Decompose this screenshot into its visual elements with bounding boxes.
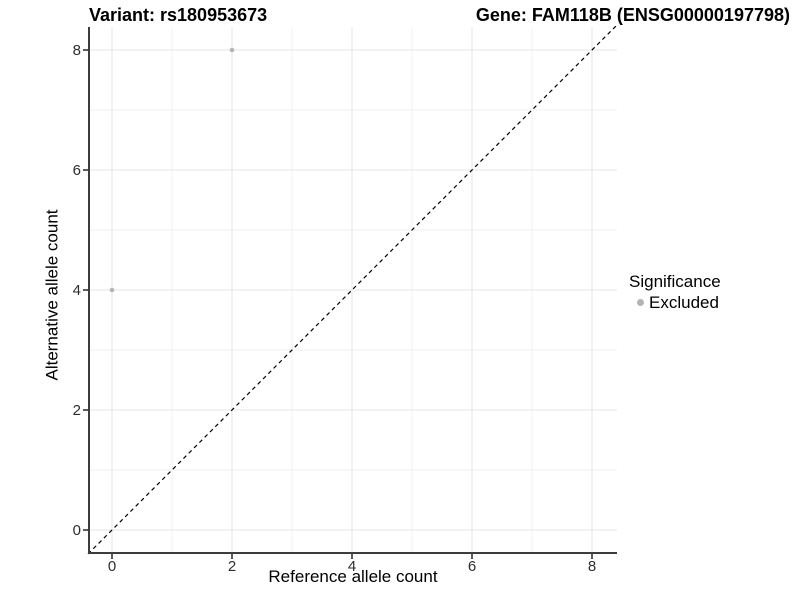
x-tick-label: 0 [108,558,116,575]
plot-title-gene: Gene: FAM118B (ENSG00000197798) [475,5,790,25]
plot-title-variant: Variant: rs180953673 [89,5,268,25]
y-tick-label: 2 [73,402,81,419]
y-tick-label: 0 [73,522,81,539]
y-axis-title: Alternative allele count [42,209,62,381]
data-point [229,47,235,53]
x-tick-label: 4 [348,558,356,575]
legend-point-swatch [637,299,644,306]
legend-entry-excluded: Excluded [629,293,721,312]
y-tick-label: 6 [73,162,81,179]
legend-entry-label: Excluded [649,293,719,312]
x-tick-label: 2 [228,558,236,575]
x-tick-label: 8 [588,558,596,575]
legend-title: Significance [629,272,721,291]
x-axis-title: Reference allele count [268,567,438,586]
legend: Significance Excluded [629,272,721,312]
y-tick-label: 4 [73,282,81,299]
plot-title-row: Variant: rs180953673 Gene: FAM118B (ENSG… [89,5,790,25]
y-tick-label: 8 [73,42,81,59]
data-point [109,287,115,293]
x-tick-label: 6 [468,558,476,575]
